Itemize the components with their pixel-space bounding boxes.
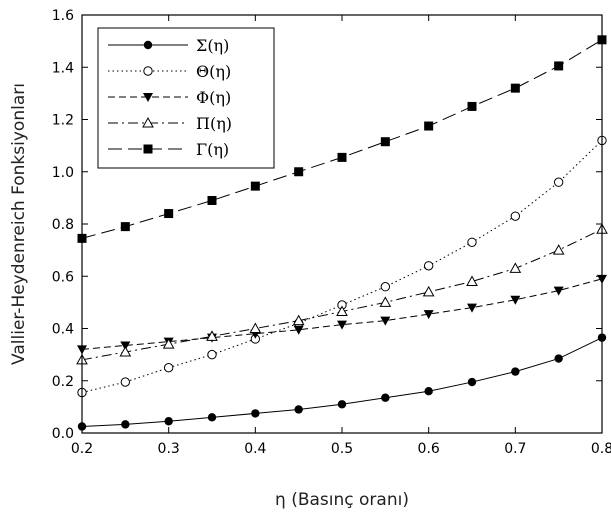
series-3-point [292,314,305,326]
series-0-point [337,400,347,409]
y-tick-label: 1.2 [52,113,74,129]
series-3-point [466,275,478,286]
series-0-point [251,409,260,418]
series-3-point [206,330,218,341]
legend-marker-1 [143,66,153,76]
series-3-point [249,322,262,333]
series-3-point [162,338,175,349]
series-4-point [554,61,564,71]
series-4-point [250,181,260,191]
series-4-point [120,222,130,232]
y-tick-label: 1.0 [52,165,74,181]
series-0-point [424,387,433,396]
series-3-point [552,244,565,255]
x-tick-label: 0.2 [71,441,93,457]
y-tick-label: 0.2 [52,374,74,390]
series-3-point [379,296,392,307]
series-1-point [510,211,521,221]
series-2-point [553,286,564,296]
series-1-point [120,377,131,387]
series-1-point [467,237,477,247]
legend-label-3: Π(η) [196,114,232,133]
series-3-point [336,305,348,317]
y-tick-label: 1.4 [52,60,74,76]
x-tick-label: 0.3 [158,441,180,457]
y-tick-label: 0.8 [52,217,74,233]
series-2-point [120,341,131,351]
x-axis-title: η (Basınç oranı) [275,490,409,510]
series-2-point [337,320,347,330]
series-4-point [207,195,217,205]
legend-marker-4 [143,144,153,154]
y-tick-label: 0.0 [52,426,74,442]
series-line-3 [81,228,603,361]
legend-box [97,27,275,169]
y-axis-title: Vallier-Heydenreich Fonksiyonları [9,83,29,365]
legend-marker-0 [143,40,153,50]
series-4-point [467,101,477,111]
y-tick-label: 1.6 [52,8,74,24]
series-0-point [207,413,217,422]
legend-label-0: Σ(η) [196,36,229,55]
series-0-point [511,367,520,376]
series-1-point [163,362,174,373]
series-1-point [553,177,564,187]
x-tick-label: 0.5 [331,441,353,457]
series-2-point [423,310,434,320]
series-3-point [119,345,132,357]
series-0-point [164,417,173,426]
series-1-point [380,282,391,292]
legend-label-2: Φ(η) [196,88,231,107]
series-3-point [509,262,522,273]
series-4-point [294,167,304,177]
x-tick-label: 0.4 [244,441,266,457]
series-4-point [164,209,174,219]
x-tick-label: 0.6 [418,441,440,457]
x-tick-label: 0.7 [504,441,526,457]
legend-label-1: Θ(η) [196,62,231,81]
series-0-point [467,377,477,387]
series-0-point [554,354,563,363]
x-tick-label: 0.8 [591,441,611,457]
series-4-point [380,137,390,147]
y-tick-label: 0.4 [52,322,74,338]
series-4-point [337,152,347,162]
series-2-point [380,316,391,326]
series-line-0 [81,337,603,427]
series-3-point [422,285,435,297]
legend-label-4: Γ(η) [196,140,229,159]
y-tick-label: 0.6 [52,269,74,285]
series-2-point [293,325,304,335]
series-4-point [510,83,520,93]
series-1-point [207,349,217,360]
series-0-point [121,420,130,429]
legend-marker-2 [143,93,153,102]
series-0-point [381,393,390,402]
series-4-point [424,121,434,131]
legend-marker-3 [142,116,154,128]
series-2-point [510,295,521,305]
series-line-1 [81,140,603,393]
plot-frame [81,14,603,434]
series-1-point [423,261,434,271]
series-0-point [294,405,303,414]
series-2-point [467,303,477,313]
